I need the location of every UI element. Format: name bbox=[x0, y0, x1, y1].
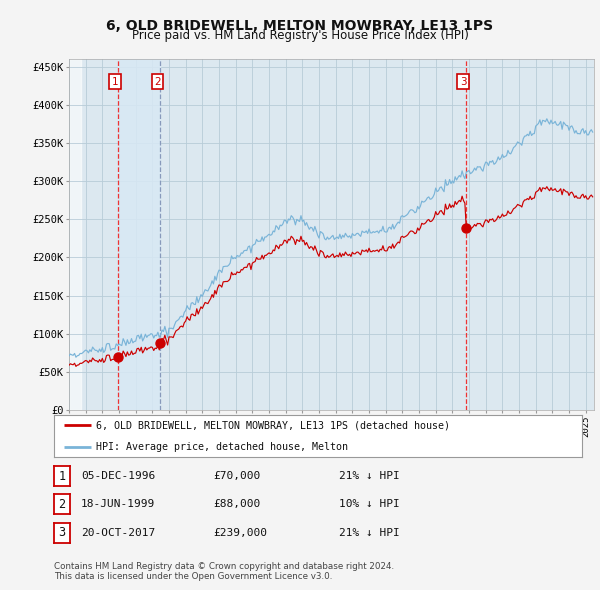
Bar bbox=[69, 59, 80, 410]
Text: 6, OLD BRIDEWELL, MELTON MOWBRAY, LE13 1PS (detached house): 6, OLD BRIDEWELL, MELTON MOWBRAY, LE13 1… bbox=[96, 421, 450, 430]
Text: £70,000: £70,000 bbox=[213, 471, 260, 481]
Text: 6, OLD BRIDEWELL, MELTON MOWBRAY, LE13 1PS: 6, OLD BRIDEWELL, MELTON MOWBRAY, LE13 1… bbox=[106, 19, 494, 33]
Text: 18-JUN-1999: 18-JUN-1999 bbox=[81, 500, 155, 509]
Text: 21% ↓ HPI: 21% ↓ HPI bbox=[339, 528, 400, 537]
Text: £88,000: £88,000 bbox=[213, 500, 260, 509]
Text: 3: 3 bbox=[460, 77, 466, 87]
Text: Contains HM Land Registry data © Crown copyright and database right 2024.: Contains HM Land Registry data © Crown c… bbox=[54, 562, 394, 571]
Text: Price paid vs. HM Land Registry's House Price Index (HPI): Price paid vs. HM Land Registry's House … bbox=[131, 30, 469, 42]
Text: £239,000: £239,000 bbox=[213, 528, 267, 537]
Bar bbox=[118, 59, 160, 410]
Bar bbox=[69, 59, 80, 410]
Text: 2: 2 bbox=[58, 498, 65, 511]
Text: 05-DEC-1996: 05-DEC-1996 bbox=[81, 471, 155, 481]
Text: 20-OCT-2017: 20-OCT-2017 bbox=[81, 528, 155, 537]
Text: 10% ↓ HPI: 10% ↓ HPI bbox=[339, 500, 400, 509]
Text: This data is licensed under the Open Government Licence v3.0.: This data is licensed under the Open Gov… bbox=[54, 572, 332, 581]
Text: HPI: Average price, detached house, Melton: HPI: Average price, detached house, Melt… bbox=[96, 442, 348, 451]
Text: 21% ↓ HPI: 21% ↓ HPI bbox=[339, 471, 400, 481]
Text: 1: 1 bbox=[112, 77, 118, 87]
Text: 3: 3 bbox=[58, 526, 65, 539]
Text: 2: 2 bbox=[154, 77, 161, 87]
Text: 1: 1 bbox=[58, 470, 65, 483]
